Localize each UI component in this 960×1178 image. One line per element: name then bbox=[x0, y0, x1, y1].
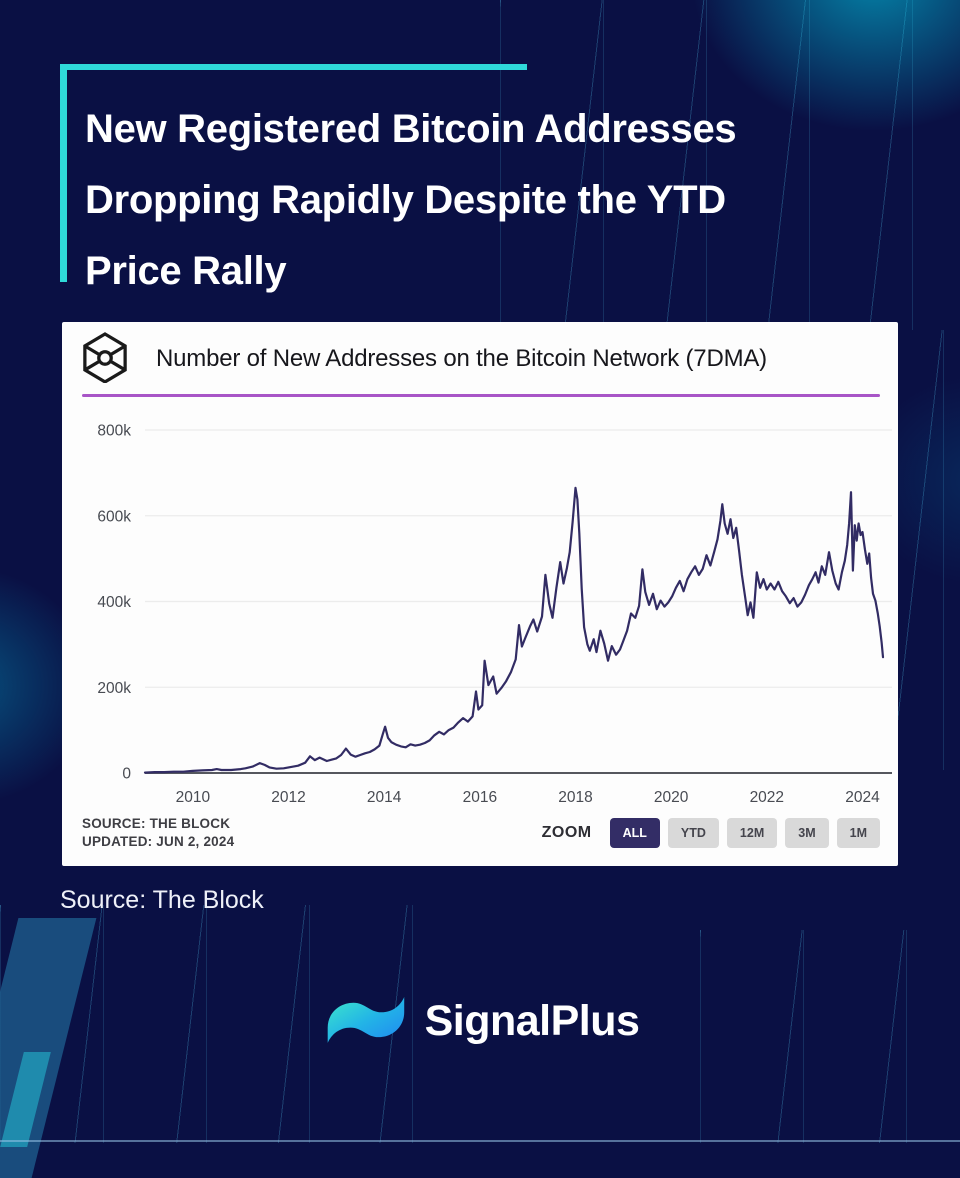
page-title-line-2: Dropping Rapidly Despite the YTD bbox=[85, 178, 726, 222]
y-tick-label: 0 bbox=[122, 766, 131, 783]
teal-accent-left-bar bbox=[60, 64, 67, 282]
zoom-button-12m[interactable]: 12M bbox=[726, 818, 778, 849]
x-tick-label: 2012 bbox=[271, 789, 305, 806]
page-title-line-1: New Registered Bitcoin Addresses bbox=[85, 107, 737, 151]
x-tick-label: 2014 bbox=[367, 789, 402, 806]
chart-card-footer: SOURCE: THE BLOCK UPDATED: JUN 2, 2024 Z… bbox=[62, 807, 898, 851]
chart-svg: 0 200k 400k 600k 800k 2010 2012 2014 2016 2018 202… bbox=[97, 423, 892, 806]
x-tick-label: 2010 bbox=[176, 789, 211, 806]
zoom-label: ZOOM bbox=[541, 824, 592, 842]
chart-line bbox=[143, 486, 885, 774]
y-tick-label: 200k bbox=[97, 680, 131, 697]
x-tick-label: 2018 bbox=[558, 789, 592, 806]
zoom-button-ytd[interactable]: YTD bbox=[667, 818, 719, 849]
bottom-edge-line bbox=[0, 1140, 960, 1142]
zoom-controls: ZOOM ALL YTD 12M 3M 1M bbox=[541, 818, 880, 849]
brand-name: SignalPlus bbox=[424, 997, 640, 1045]
x-tick-label: 2020 bbox=[654, 789, 689, 806]
brand-lockup: SignalPlus bbox=[0, 988, 960, 1055]
teal-accent-top-bar bbox=[62, 64, 527, 70]
chart-updated-line: UPDATED: JUN 2, 2024 bbox=[82, 834, 235, 850]
the-block-cube-icon bbox=[82, 331, 128, 388]
y-tick-label: 400k bbox=[97, 594, 131, 611]
chart-card-header: Number of New Addresses on the Bitcoin N… bbox=[62, 322, 898, 392]
zoom-button-1m[interactable]: 1M bbox=[836, 818, 880, 849]
chart-title: Number of New Addresses on the Bitcoin N… bbox=[156, 345, 767, 372]
signalplus-wave-icon bbox=[321, 988, 409, 1055]
chart-source-line: SOURCE: THE BLOCK bbox=[82, 816, 231, 831]
y-tick-label: 800k bbox=[97, 423, 131, 440]
zoom-button-all[interactable]: ALL bbox=[609, 818, 660, 849]
chart-source-note: SOURCE: THE BLOCK UPDATED: JUN 2, 2024 bbox=[82, 815, 234, 851]
page-title: New Registered Bitcoin Addresses Droppin… bbox=[85, 94, 737, 307]
zoom-button-3m[interactable]: 3M bbox=[785, 818, 829, 849]
x-tick-label: 2016 bbox=[463, 789, 497, 806]
chart-area: 0 200k 400k 600k 800k 2010 2012 2014 2016 2018 202… bbox=[62, 397, 898, 807]
headline-block: New Registered Bitcoin Addresses Droppin… bbox=[60, 64, 737, 307]
x-tick-label: 2022 bbox=[750, 789, 784, 806]
chart-card: Number of New Addresses on the Bitcoin N… bbox=[62, 322, 898, 866]
source-caption: Source: The Block bbox=[60, 886, 264, 914]
x-tick-label: 2024 bbox=[845, 789, 880, 806]
page-title-line-3: Price Rally bbox=[85, 249, 287, 293]
y-tick-label: 600k bbox=[97, 508, 131, 525]
teal-wedge-decoration bbox=[0, 1052, 51, 1147]
